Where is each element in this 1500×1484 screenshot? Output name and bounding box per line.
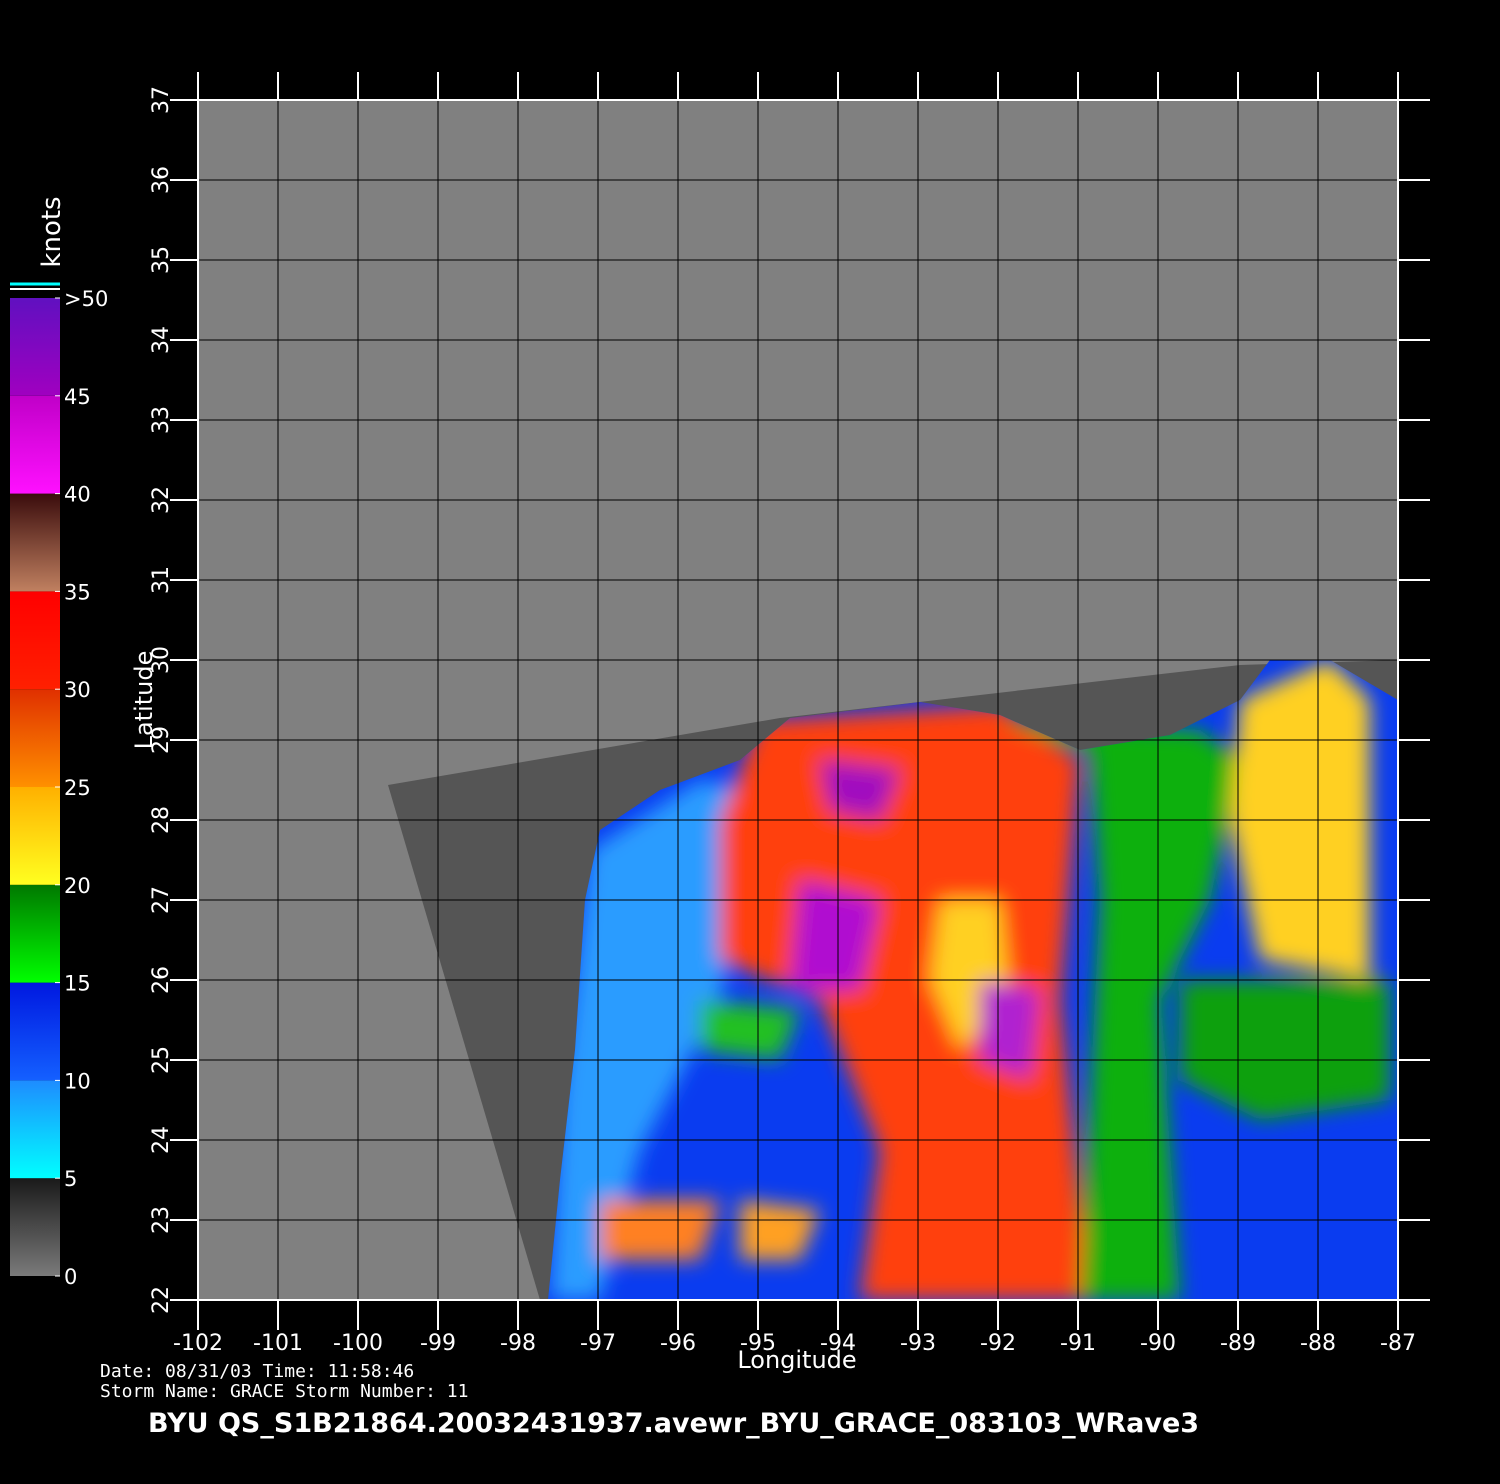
- colorbar-segment: [10, 884, 60, 983]
- y-tick-label: 22: [149, 1286, 174, 1314]
- colorbar-segment: [10, 689, 60, 787]
- y-tick-label: 29: [149, 726, 174, 754]
- y-tick-label: 34: [149, 326, 174, 354]
- colorbar-label: 30: [64, 678, 91, 702]
- y-tick-label: 32: [149, 486, 174, 514]
- x-tick-label: -87: [1380, 1331, 1416, 1356]
- colorbar-segment: [10, 591, 60, 690]
- colorbar-segment: [10, 395, 60, 494]
- y-tick-label: 25: [149, 1046, 174, 1074]
- patch: [790, 880, 880, 990]
- y-tick-label: 33: [149, 406, 174, 434]
- info-line: Date: 08/31/03 Time: 11:58:46: [100, 1361, 414, 1382]
- colorbar-unit: knots: [37, 196, 67, 267]
- patch: [820, 760, 900, 820]
- y-tick-label: 27: [149, 886, 174, 914]
- x-tick-label: -99: [420, 1331, 456, 1356]
- colorbar-label: >50: [64, 287, 108, 311]
- patch: [740, 1200, 820, 1260]
- patch: [700, 1000, 800, 1060]
- x-tick-label: -100: [333, 1331, 383, 1356]
- colorbar-label: 5: [64, 1167, 77, 1191]
- x-tick-label: -93: [900, 1331, 936, 1356]
- colorbar-segment: [10, 787, 60, 885]
- x-tick-label: -95: [740, 1331, 776, 1356]
- x-tick-label: -96: [660, 1331, 696, 1356]
- colorbar-label: 40: [64, 483, 91, 507]
- colorbar-segment: [10, 493, 60, 592]
- x-tick-label: -89: [1220, 1331, 1256, 1356]
- moderate-wind: [1180, 980, 1390, 1120]
- colorbar-segment: [10, 1178, 60, 1276]
- y-tick-label: 23: [149, 1206, 174, 1234]
- y-tick-label: 35: [149, 246, 174, 274]
- y-tick-label: 37: [149, 86, 174, 114]
- y-tick-label: 26: [149, 966, 174, 994]
- x-tick-label: -92: [980, 1331, 1016, 1356]
- x-tick-label: -98: [500, 1331, 536, 1356]
- y-axis-label: Latitude: [130, 651, 158, 750]
- y-tick-label: 24: [149, 1126, 174, 1154]
- x-tick-label: -91: [1060, 1331, 1096, 1356]
- grid: [197, 99, 1399, 1301]
- x-tick-label: -90: [1140, 1331, 1176, 1356]
- colorbar-segment: [10, 1080, 60, 1179]
- colorbar-label: 25: [64, 776, 91, 800]
- colorbar-label: 20: [64, 874, 91, 898]
- y-tick-label: 31: [149, 566, 174, 594]
- colorbar-segment: [10, 982, 60, 1081]
- title: BYU QS_S1B21864.20032431937.avewr_BYU_GR…: [148, 1408, 1199, 1439]
- patch: [600, 1200, 720, 1260]
- y-tick-label: 36: [149, 166, 174, 194]
- colorbar-label: 45: [64, 385, 91, 409]
- x-tick-label: -97: [580, 1331, 616, 1356]
- colorbar-segment: [10, 298, 60, 396]
- x-axis-label: Longitude: [737, 1346, 856, 1374]
- x-tick-label: -101: [253, 1331, 303, 1356]
- colorbar-label: 10: [64, 1069, 91, 1093]
- info-line: Storm Name: GRACE Storm Number: 11: [100, 1381, 468, 1402]
- colorbar-label: 35: [64, 580, 91, 604]
- moderate-wind: [1000, 720, 1240, 1300]
- y-tick-label: 28: [149, 806, 174, 834]
- x-tick-label: -94: [820, 1331, 856, 1356]
- x-tick-label: -88: [1300, 1331, 1336, 1356]
- y-tick-label: 30: [149, 646, 174, 674]
- colorbar-label: 0: [64, 1265, 77, 1289]
- light-wind: [550, 780, 760, 1300]
- colorbar-label: 15: [64, 972, 91, 996]
- x-tick-label: -102: [173, 1331, 223, 1356]
- patch: [980, 980, 1040, 1080]
